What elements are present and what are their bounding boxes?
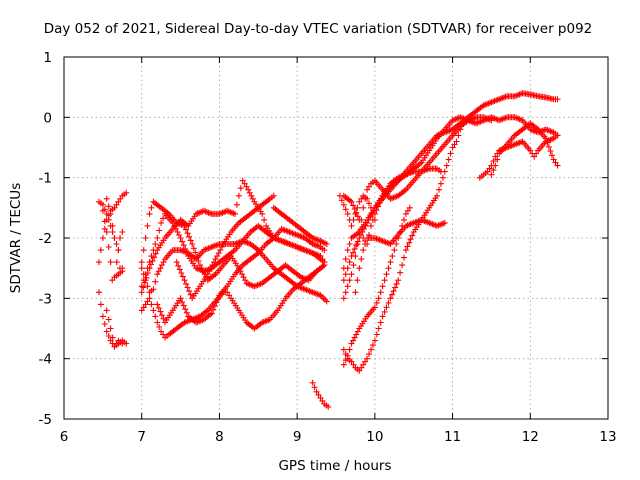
series-s25 xyxy=(488,120,561,178)
series-s14 xyxy=(270,204,330,247)
y-tick-label: -3 xyxy=(39,291,52,307)
x-tick-label: 11 xyxy=(444,429,461,445)
series-s12 xyxy=(154,225,328,326)
series-s11 xyxy=(138,177,328,296)
y-tick-label: -1 xyxy=(39,171,52,187)
data-point-markers xyxy=(103,307,126,350)
data-point-markers xyxy=(154,225,328,326)
series-s22 xyxy=(340,126,464,374)
series-s23 xyxy=(340,204,413,368)
x-tick-label: 9 xyxy=(293,429,302,445)
x-tick-label: 6 xyxy=(60,429,69,445)
series-s15 xyxy=(309,379,332,410)
data-point-markers xyxy=(336,192,378,229)
y-tick-label: -2 xyxy=(39,231,52,247)
data-point-markers xyxy=(352,216,448,296)
data-point-markers xyxy=(340,126,464,374)
series-s24 xyxy=(476,132,561,181)
y-tick-label: 1 xyxy=(43,50,52,66)
x-tick-label: 12 xyxy=(522,429,539,445)
series-s6 xyxy=(103,307,126,350)
data-point-markers xyxy=(270,204,330,247)
data-point-markers xyxy=(103,195,126,266)
y-axis-label: SDTVAR / TECUs xyxy=(8,183,24,293)
data-point-markers xyxy=(138,177,328,296)
x-tick-label: 7 xyxy=(137,429,146,445)
data-point-markers xyxy=(309,379,332,410)
series-s20 xyxy=(336,192,378,229)
y-tick-label: -5 xyxy=(39,412,52,428)
series-s13 xyxy=(173,192,277,302)
y-tick-label: -4 xyxy=(39,352,52,368)
tick-labels: 6 7 8 9 10 11 12 13 -5 -4 -3 -2 -1 0 1 xyxy=(39,50,617,445)
series-s21 xyxy=(352,216,448,296)
x-tick-label: 8 xyxy=(215,429,224,445)
x-axis-label: GPS time / hours xyxy=(278,458,391,474)
data-point-markers xyxy=(340,114,495,302)
data-point-markers xyxy=(99,207,126,284)
plot-frame xyxy=(63,56,609,420)
series-s18 xyxy=(340,114,495,302)
chart-title: Day 052 of 2021, Sidereal Day-to-day VTE… xyxy=(44,21,593,37)
data-point-markers xyxy=(96,189,130,266)
x-tick-label: 10 xyxy=(366,429,383,445)
series-s10 xyxy=(138,262,328,341)
data-point-markers xyxy=(173,192,277,302)
series-s5 xyxy=(103,195,126,266)
x-tick-label: 13 xyxy=(599,429,616,445)
data-point-markers xyxy=(340,204,413,368)
data-point-markers xyxy=(488,120,561,178)
series-s4 xyxy=(99,207,126,284)
series-s2 xyxy=(96,189,130,266)
data-points xyxy=(96,90,561,410)
data-point-markers xyxy=(476,132,561,181)
y-tick-label: 0 xyxy=(43,110,52,126)
data-point-markers xyxy=(138,262,328,341)
